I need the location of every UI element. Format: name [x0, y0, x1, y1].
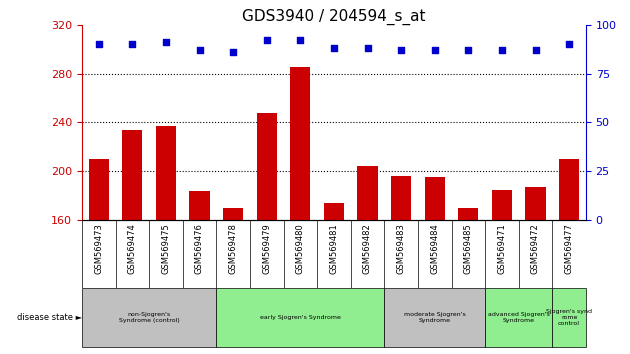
- Text: GSM569471: GSM569471: [498, 223, 507, 274]
- Bar: [122, 130, 142, 220]
- Bar: [89, 159, 109, 220]
- Text: GSM569483: GSM569483: [397, 223, 406, 274]
- Bar: [559, 159, 579, 220]
- Text: GSM569482: GSM569482: [363, 223, 372, 274]
- Text: GSM569477: GSM569477: [564, 223, 573, 274]
- Bar: [324, 203, 344, 220]
- Point: [463, 47, 473, 53]
- Text: GSM569476: GSM569476: [195, 223, 204, 274]
- Point: [94, 41, 104, 47]
- FancyBboxPatch shape: [82, 289, 216, 347]
- Text: GSM569478: GSM569478: [229, 223, 238, 274]
- Point: [564, 41, 574, 47]
- Point: [362, 45, 372, 51]
- Text: GSM569484: GSM569484: [430, 223, 439, 274]
- FancyBboxPatch shape: [216, 289, 384, 347]
- Point: [295, 38, 306, 43]
- Text: advanced Sjogren's
Syndrome: advanced Sjogren's Syndrome: [488, 312, 549, 323]
- Bar: [256, 113, 277, 220]
- Bar: [156, 126, 176, 220]
- Bar: [492, 189, 512, 220]
- Text: GSM569475: GSM569475: [161, 223, 170, 274]
- Point: [530, 47, 541, 53]
- FancyBboxPatch shape: [384, 289, 485, 347]
- Text: GSM569481: GSM569481: [329, 223, 338, 274]
- Point: [396, 47, 406, 53]
- Text: moderate Sjogren's
Syndrome: moderate Sjogren's Syndrome: [404, 312, 466, 323]
- FancyBboxPatch shape: [485, 289, 553, 347]
- Text: disease state ►: disease state ►: [17, 313, 82, 322]
- Text: Sjogren's synd
rome
control: Sjogren's synd rome control: [546, 309, 592, 326]
- Text: early Sjogren's Syndrome: early Sjogren's Syndrome: [260, 315, 341, 320]
- Text: GSM569473: GSM569473: [94, 223, 103, 274]
- Bar: [290, 68, 311, 220]
- Point: [161, 40, 171, 45]
- Bar: [357, 166, 377, 220]
- Text: GSM569479: GSM569479: [262, 223, 271, 274]
- Bar: [190, 191, 210, 220]
- FancyBboxPatch shape: [553, 289, 586, 347]
- Bar: [458, 208, 478, 220]
- Point: [497, 47, 507, 53]
- Text: GSM569485: GSM569485: [464, 223, 472, 274]
- Point: [127, 41, 137, 47]
- Title: GDS3940 / 204594_s_at: GDS3940 / 204594_s_at: [242, 8, 426, 25]
- Point: [195, 47, 205, 53]
- Text: non-Sjogren's
Syndrome (control): non-Sjogren's Syndrome (control): [118, 312, 180, 323]
- Point: [228, 49, 238, 55]
- Bar: [223, 208, 243, 220]
- Text: GSM569472: GSM569472: [531, 223, 540, 274]
- Point: [261, 38, 272, 43]
- Bar: [391, 176, 411, 220]
- Bar: [525, 187, 546, 220]
- Text: GSM569474: GSM569474: [128, 223, 137, 274]
- Bar: [425, 177, 445, 220]
- Text: GSM569480: GSM569480: [296, 223, 305, 274]
- Point: [430, 47, 440, 53]
- Point: [329, 45, 339, 51]
